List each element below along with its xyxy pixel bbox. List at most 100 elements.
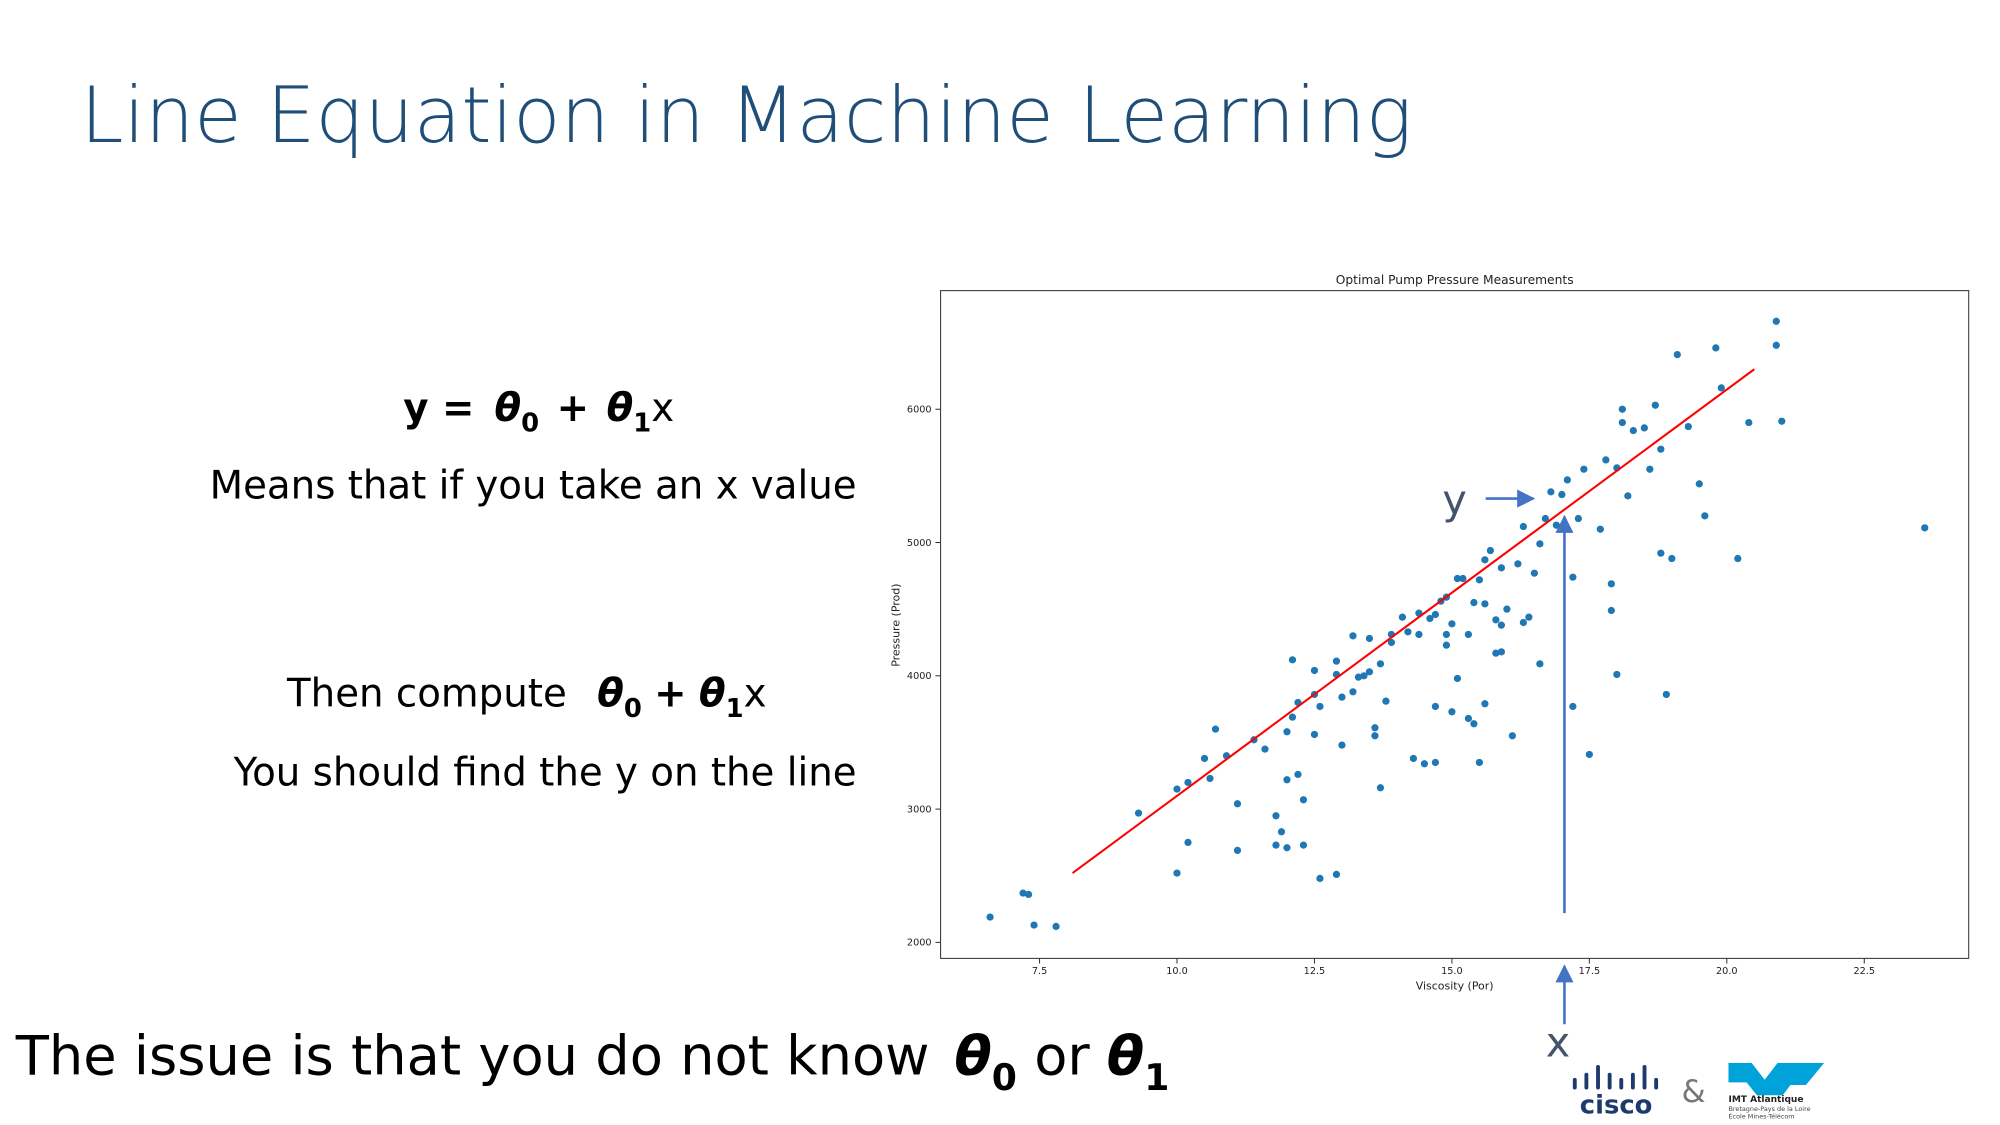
chart-title: Optimal Pump Pressure Measurements	[1336, 273, 1574, 287]
eq-part: +	[557, 386, 589, 431]
scatter-point	[1387, 638, 1396, 647]
equation: y = θ0 + θ1x	[403, 386, 674, 441]
scatter-point	[1272, 812, 1280, 820]
scatter-point	[1481, 600, 1489, 608]
scatter-point	[1349, 632, 1357, 640]
x-tick-label: 15.0	[1441, 966, 1463, 977]
scatter-point	[1360, 672, 1368, 680]
scatter-point	[1277, 828, 1286, 836]
scatter-point	[1745, 418, 1753, 427]
scatter-point	[986, 913, 994, 921]
scatter-point	[1173, 785, 1181, 793]
scatter-point	[1921, 524, 1929, 532]
eq-part: θ	[597, 672, 624, 717]
scatter-point	[1376, 660, 1385, 668]
scatter-point	[1453, 674, 1462, 683]
slide-title: Line Equation in Machine Learning	[80, 71, 1412, 161]
chart: Optimal Pump Pressure Measurements Visco…	[889, 273, 1970, 992]
scatter-point	[1497, 564, 1505, 572]
x-tick-label: 7.5	[1032, 966, 1047, 977]
scatter-point	[1481, 556, 1489, 564]
body-text: Means that if you take an x value	[210, 464, 857, 509]
scatter-point	[1316, 702, 1324, 711]
y-tick-label: 3000	[907, 804, 932, 815]
scatter-point	[1475, 758, 1484, 767]
scatter-point	[1717, 384, 1725, 392]
scatter-point	[1206, 774, 1214, 783]
scatter-point	[1503, 605, 1511, 613]
scatter-point	[1382, 697, 1390, 705]
scatter-point	[1596, 525, 1604, 533]
scatter-point	[1618, 418, 1626, 427]
y-tick-label: 5000	[907, 538, 932, 549]
scatter-point	[1651, 401, 1659, 409]
scatter-point	[1569, 702, 1577, 711]
annotation: x	[1546, 1019, 1570, 1067]
scatter-point	[1371, 732, 1379, 740]
scatter-point	[1338, 741, 1346, 749]
scatter-point	[1657, 549, 1665, 557]
scatter-point	[1233, 846, 1242, 855]
imt-text: IMT Atlantique	[1728, 1095, 1803, 1105]
scatter-point	[1492, 649, 1500, 657]
issue-line: The issue is that you do not know θ0 or …	[15, 1025, 1170, 1103]
eq-part: x	[744, 672, 767, 717]
scatter-point	[1288, 656, 1297, 664]
scatter-point	[1453, 574, 1462, 583]
scatter-point	[1475, 576, 1484, 584]
scatter-point	[1184, 838, 1192, 847]
scatter-point	[1607, 606, 1615, 615]
scatter-point	[1299, 796, 1308, 804]
eq-part: +	[654, 672, 686, 717]
scatter-point	[1569, 573, 1577, 581]
scatter-point	[1442, 641, 1451, 649]
x-axis-label: Viscosity (Por)	[1416, 979, 1494, 992]
scatter-point	[1283, 776, 1291, 784]
compute-line: Then compute θ0 + θ1x	[286, 672, 766, 727]
scatter-point	[1580, 465, 1588, 473]
scatter-point	[1712, 344, 1720, 352]
scatter-point	[1552, 521, 1560, 529]
y-axis-label: Pressure (Prod)	[889, 584, 902, 667]
scatter-point	[1316, 874, 1324, 883]
scatter-point	[1365, 634, 1374, 643]
y-tick-label: 4000	[907, 671, 932, 682]
scatter-point	[1695, 480, 1703, 488]
x-tick-label: 20.0	[1716, 966, 1738, 977]
scatter-point	[1772, 317, 1780, 325]
x-tick-label: 17.5	[1579, 966, 1601, 977]
eq-part: θ	[1107, 1025, 1144, 1088]
scatter-point	[1547, 488, 1555, 496]
body-text: Then compute	[286, 672, 567, 717]
scatter-point	[1519, 522, 1527, 531]
scatter-point	[1371, 724, 1379, 732]
scatter-point	[1492, 616, 1500, 624]
cisco-text: cisco	[1580, 1090, 1653, 1120]
scatter-point	[1420, 760, 1429, 768]
scatter-point	[1459, 574, 1467, 583]
scatter-point	[1283, 844, 1291, 852]
scatter-point	[1640, 424, 1648, 432]
scatter-point	[1288, 713, 1297, 721]
scatter-point	[1431, 702, 1440, 711]
scatter-point	[1211, 725, 1220, 733]
scatter-point	[1778, 417, 1786, 425]
scatter-point	[1272, 841, 1280, 849]
scatter-point	[1508, 732, 1516, 740]
x-tick-label: 22.5	[1853, 966, 1875, 977]
scatter-point	[1519, 618, 1527, 627]
scatter-point	[1283, 728, 1291, 736]
eq-part: θ	[495, 386, 522, 431]
scatter-point	[1409, 754, 1418, 763]
y-tick-label: 2000	[907, 938, 932, 949]
scatter-point	[1481, 700, 1489, 708]
scatter-point	[1497, 621, 1505, 629]
scatter-point	[1701, 512, 1709, 520]
scatter-point	[1365, 668, 1374, 676]
ampersand: &	[1682, 1074, 1706, 1110]
scatter-point	[1134, 809, 1143, 817]
y-tick-label: 6000	[907, 404, 932, 415]
scatter-point	[1261, 745, 1269, 753]
scatter-point	[1541, 514, 1549, 523]
scatter-point	[1310, 730, 1319, 739]
